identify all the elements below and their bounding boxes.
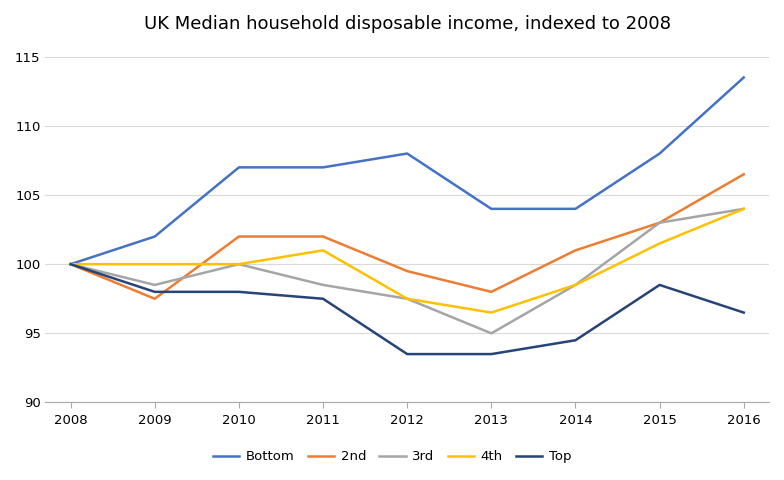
Bottom	[150, 234, 159, 240]
4th	[234, 261, 244, 267]
Top	[571, 337, 580, 343]
4th	[66, 261, 75, 267]
Top	[402, 351, 412, 357]
2nd	[318, 234, 328, 240]
4th	[571, 282, 580, 288]
2nd	[402, 268, 412, 274]
Title: UK Median household disposable income, indexed to 2008: UK Median household disposable income, i…	[143, 15, 670, 33]
Line: Bottom: Bottom	[71, 77, 744, 264]
Bottom	[571, 206, 580, 212]
Bottom	[655, 151, 664, 156]
Top	[655, 282, 664, 288]
Top	[739, 310, 749, 315]
3rd	[318, 282, 328, 288]
2nd	[655, 220, 664, 226]
2nd	[739, 171, 749, 177]
Top	[318, 296, 328, 301]
Top	[150, 289, 159, 295]
Bottom	[402, 151, 412, 156]
Bottom	[487, 206, 496, 212]
Line: 4th: 4th	[71, 209, 744, 312]
2nd	[234, 234, 244, 240]
3rd	[66, 261, 75, 267]
Line: 3rd: 3rd	[71, 209, 744, 333]
3rd	[571, 282, 580, 288]
Bottom	[234, 165, 244, 170]
Bottom	[739, 74, 749, 80]
3rd	[739, 206, 749, 212]
Line: Top: Top	[71, 264, 744, 354]
3rd	[234, 261, 244, 267]
Top	[234, 289, 244, 295]
Legend: Bottom, 2nd, 3rd, 4th, Top: Bottom, 2nd, 3rd, 4th, Top	[207, 445, 577, 468]
4th	[402, 296, 412, 301]
Bottom	[66, 261, 75, 267]
Top	[66, 261, 75, 267]
Bottom	[318, 165, 328, 170]
4th	[487, 310, 496, 315]
4th	[150, 261, 159, 267]
Top	[487, 351, 496, 357]
4th	[318, 248, 328, 253]
4th	[739, 206, 749, 212]
4th	[655, 240, 664, 246]
3rd	[655, 220, 664, 226]
3rd	[150, 282, 159, 288]
2nd	[150, 296, 159, 301]
Line: 2nd: 2nd	[71, 174, 744, 299]
2nd	[571, 248, 580, 253]
3rd	[402, 296, 412, 301]
3rd	[487, 330, 496, 336]
2nd	[66, 261, 75, 267]
2nd	[487, 289, 496, 295]
